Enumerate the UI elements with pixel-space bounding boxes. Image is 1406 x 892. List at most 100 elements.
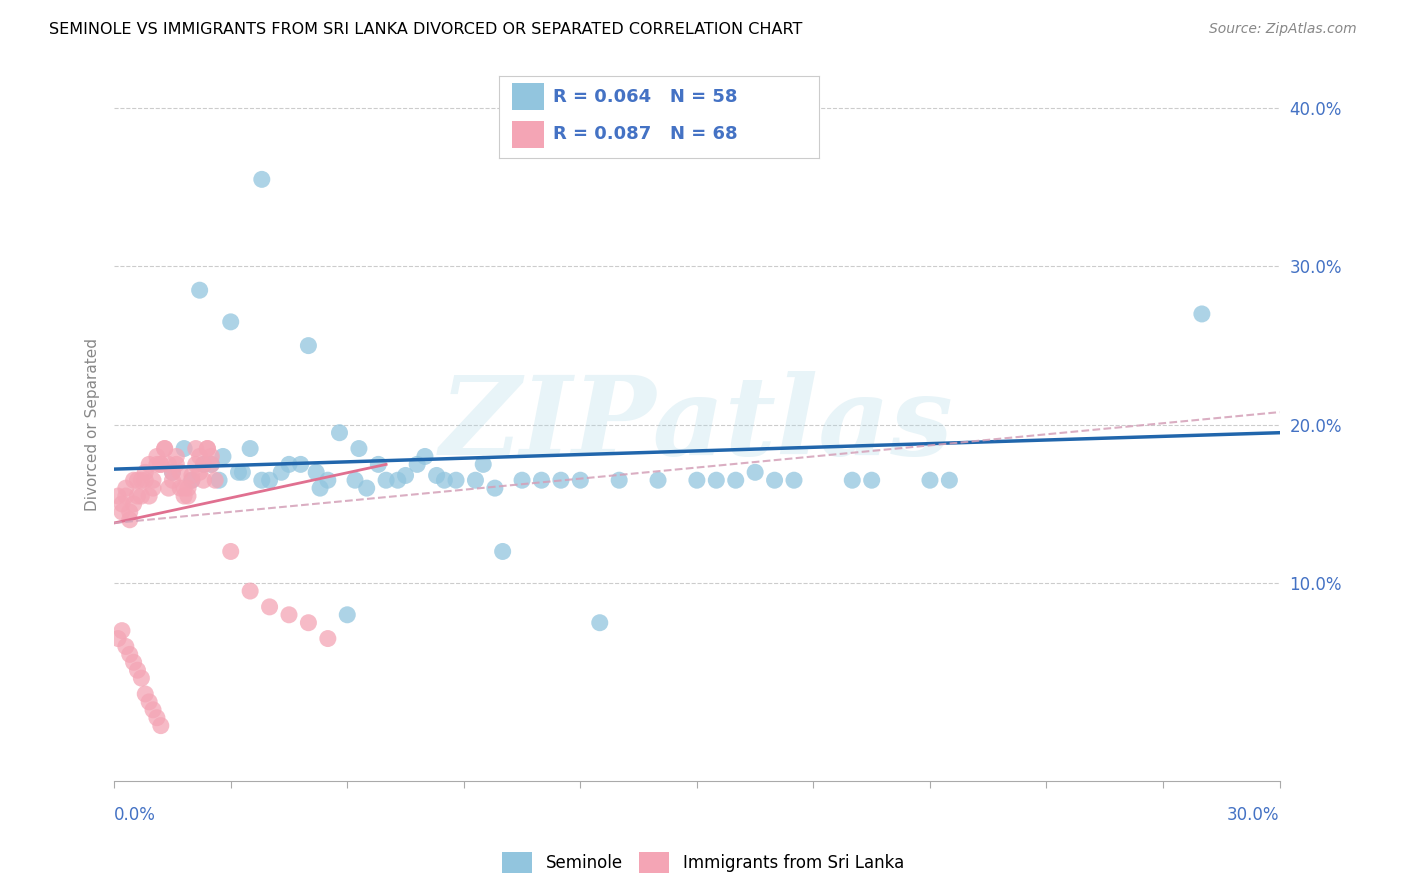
Point [142,703,165,717]
Point [169,481,191,495]
Point [107,632,129,646]
Point [344,473,367,487]
Point [157,481,180,495]
Point [860,473,883,487]
Point [259,599,281,614]
Point [550,473,572,487]
Point [153,442,176,456]
Point [316,473,339,487]
Point [239,584,262,599]
Point [510,473,533,487]
Point [169,465,191,479]
Legend: Seminole, Immigrants from Sri Lanka: Seminole, Immigrants from Sri Lanka [495,846,911,880]
Point [305,465,328,479]
Point [146,458,169,472]
Point [122,473,145,487]
Point [173,489,195,503]
Point [744,465,766,479]
Text: SEMINOLE VS IMMIGRANTS FROM SRI LANKA DIVORCED OR SEPARATED CORRELATION CHART: SEMINOLE VS IMMIGRANTS FROM SRI LANKA DI… [49,22,803,37]
Point [647,473,669,487]
Point [444,473,467,487]
Point [763,473,786,487]
Point [177,481,200,495]
Point [530,473,553,487]
Point [122,497,145,511]
Point [115,640,138,654]
Point [492,544,515,558]
Point [115,489,138,503]
Point [162,465,184,479]
Point [841,473,863,487]
Point [127,663,149,677]
Point [1191,307,1213,321]
Point [406,458,429,472]
Point [250,473,273,487]
Point [111,497,134,511]
Point [297,615,319,630]
Point [146,711,169,725]
Point [336,607,359,622]
Point [278,607,301,622]
Point [107,489,129,503]
Point [115,481,138,495]
Point [347,442,370,456]
Point [472,458,495,472]
Point [219,315,242,329]
Point [131,473,153,487]
Point [387,473,409,487]
Point [111,624,134,638]
Point [569,473,592,487]
Point [270,465,292,479]
Point [228,465,250,479]
Point [142,481,165,495]
Point [278,458,301,472]
Point [134,465,156,479]
Point [131,489,153,503]
Point [938,473,960,487]
Point [433,473,456,487]
Point [783,473,806,487]
Point [200,450,222,464]
Point [188,465,211,479]
Point [197,442,219,456]
Point [607,473,630,487]
Point [138,695,160,709]
Point [149,458,172,472]
Point [188,283,211,297]
Point [394,468,416,483]
Point [165,450,187,464]
Point [122,655,145,669]
Text: 30.0%: 30.0% [1227,806,1279,824]
Point [208,473,231,487]
Point [142,473,165,487]
Point [231,465,253,479]
Point [328,425,350,440]
Point [212,450,235,464]
Point [724,473,747,487]
Y-axis label: Divorced or Separated: Divorced or Separated [86,338,100,511]
Point [165,458,187,472]
Point [138,489,160,503]
Point [686,473,709,487]
Point [356,481,378,495]
Point [193,458,215,472]
Point [193,473,215,487]
Point [188,450,211,464]
Point [464,473,486,487]
Text: Source: ZipAtlas.com: Source: ZipAtlas.com [1209,22,1357,37]
Point [426,468,449,483]
Point [375,473,398,487]
Point [484,481,506,495]
Point [138,458,160,472]
Text: ZIPatlas: ZIPatlas [440,371,953,478]
Point [193,458,215,472]
Point [153,442,176,456]
Point [177,489,200,503]
Point [239,442,262,456]
Point [131,671,153,685]
Point [127,473,149,487]
Point [149,458,172,472]
Point [204,473,226,487]
Point [134,687,156,701]
Point [250,172,273,186]
